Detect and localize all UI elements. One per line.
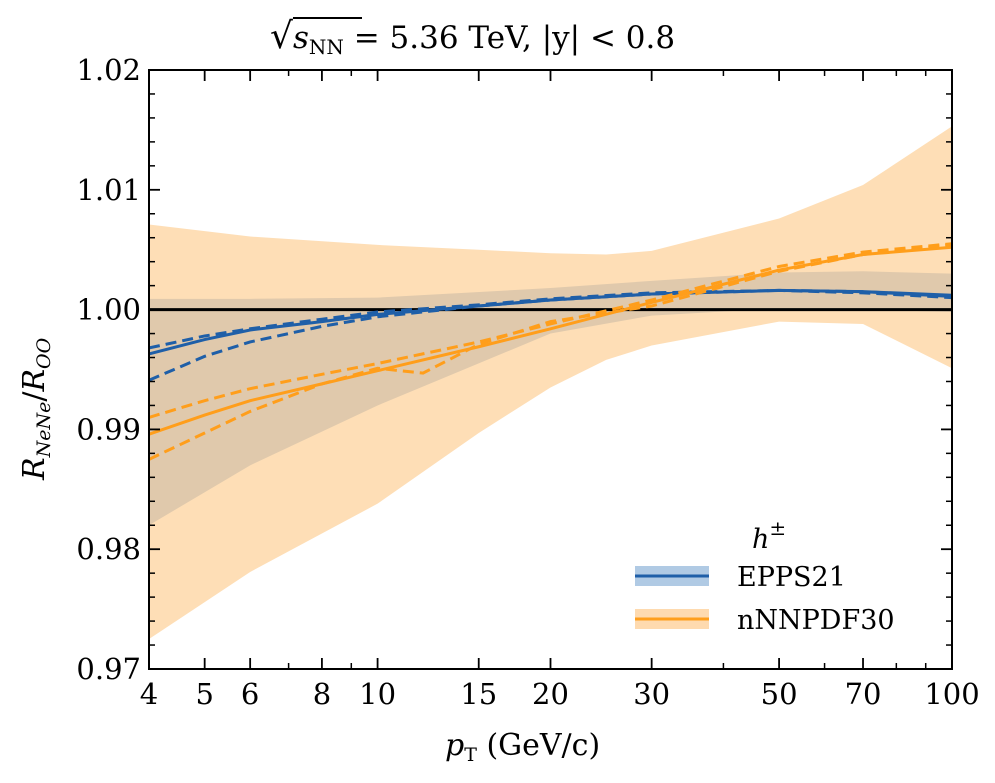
y-axis-label-var1: R	[17, 457, 52, 481]
chart-title: √sNN = 5.36 TeV, |y| < 0.8	[270, 16, 675, 59]
legend-label-epps21: EPPS21	[737, 562, 846, 593]
x-tick-label: 30	[633, 677, 670, 711]
y-tick-label: 0.99	[76, 412, 141, 446]
legend-entry-epps21: EPPS21	[635, 562, 846, 593]
x-tick-label: 50	[761, 677, 798, 711]
x-tick-label: 8	[313, 677, 331, 711]
band-nnnpdf30	[149, 126, 952, 640]
x-tick-label: 70	[845, 677, 882, 711]
x-tick-label: 100	[924, 677, 979, 711]
x-tick-label: 6	[241, 677, 259, 711]
x-tick-label: 5	[195, 677, 213, 711]
x-tick-label: 15	[460, 677, 497, 711]
x-tick-label: 4	[140, 677, 158, 711]
x-axis-label-var: p	[445, 728, 464, 763]
line-nnnpdf30-central	[149, 245, 952, 436]
legend-title-sup: ±	[769, 516, 786, 540]
y-axis-label-sub1: NeNe	[33, 402, 55, 459]
y-axis-ticks: 0.97 0.98 0.99 1.00 1.01 1.02	[76, 53, 952, 686]
title-sqrt-symbol: √	[270, 16, 293, 57]
y-tick-label: 1.01	[76, 173, 141, 207]
x-axis-label-sub: T	[464, 744, 477, 766]
x-axis-label-rest: (GeV/c)	[477, 728, 600, 763]
line-nnnpdf30-variant-1	[149, 242, 952, 419]
y-tick-label: 1.02	[76, 53, 141, 87]
line-epps21-central	[149, 288, 952, 356]
title-sub: NN	[309, 35, 344, 59]
y-axis-label-slash: /	[17, 391, 52, 402]
y-axis-label: RNeNe/ROO	[17, 337, 55, 481]
title-rest: = 5.36 TeV, |y| < 0.8	[344, 20, 675, 56]
x-axis-label: pT (GeV/c)	[445, 728, 600, 766]
x-tick-label: 20	[532, 677, 569, 711]
x-axis-ticks: 4 5 6 8 10 15 20 30 50 70 100	[140, 70, 980, 711]
y-tick-label: 0.97	[76, 652, 141, 686]
y-tick-label: 0.98	[76, 532, 141, 566]
legend-title-var: h	[752, 524, 769, 555]
uncertainty-bands	[149, 126, 952, 640]
series-lines	[149, 242, 952, 461]
y-axis-label-var2: R	[17, 369, 52, 393]
legend: h± EPPS21 nNNPDF30	[635, 516, 895, 636]
legend-entry-nnnpdf30: nNNPDF30	[635, 605, 895, 636]
y-axis-label-sub2: OO	[33, 337, 55, 369]
legend-title: h±	[752, 516, 786, 555]
x-tick-label: 10	[359, 677, 396, 711]
y-tick-label: 1.00	[76, 293, 141, 327]
legend-label-nnnpdf30: nNNPDF30	[737, 605, 895, 636]
title-var: s	[293, 20, 309, 56]
svg-text:√sNN = 5.36 TeV, |y| < 0.8: √sNN = 5.36 TeV, |y| < 0.8	[270, 16, 675, 59]
line-nnnpdf30-variant-2	[149, 243, 952, 461]
